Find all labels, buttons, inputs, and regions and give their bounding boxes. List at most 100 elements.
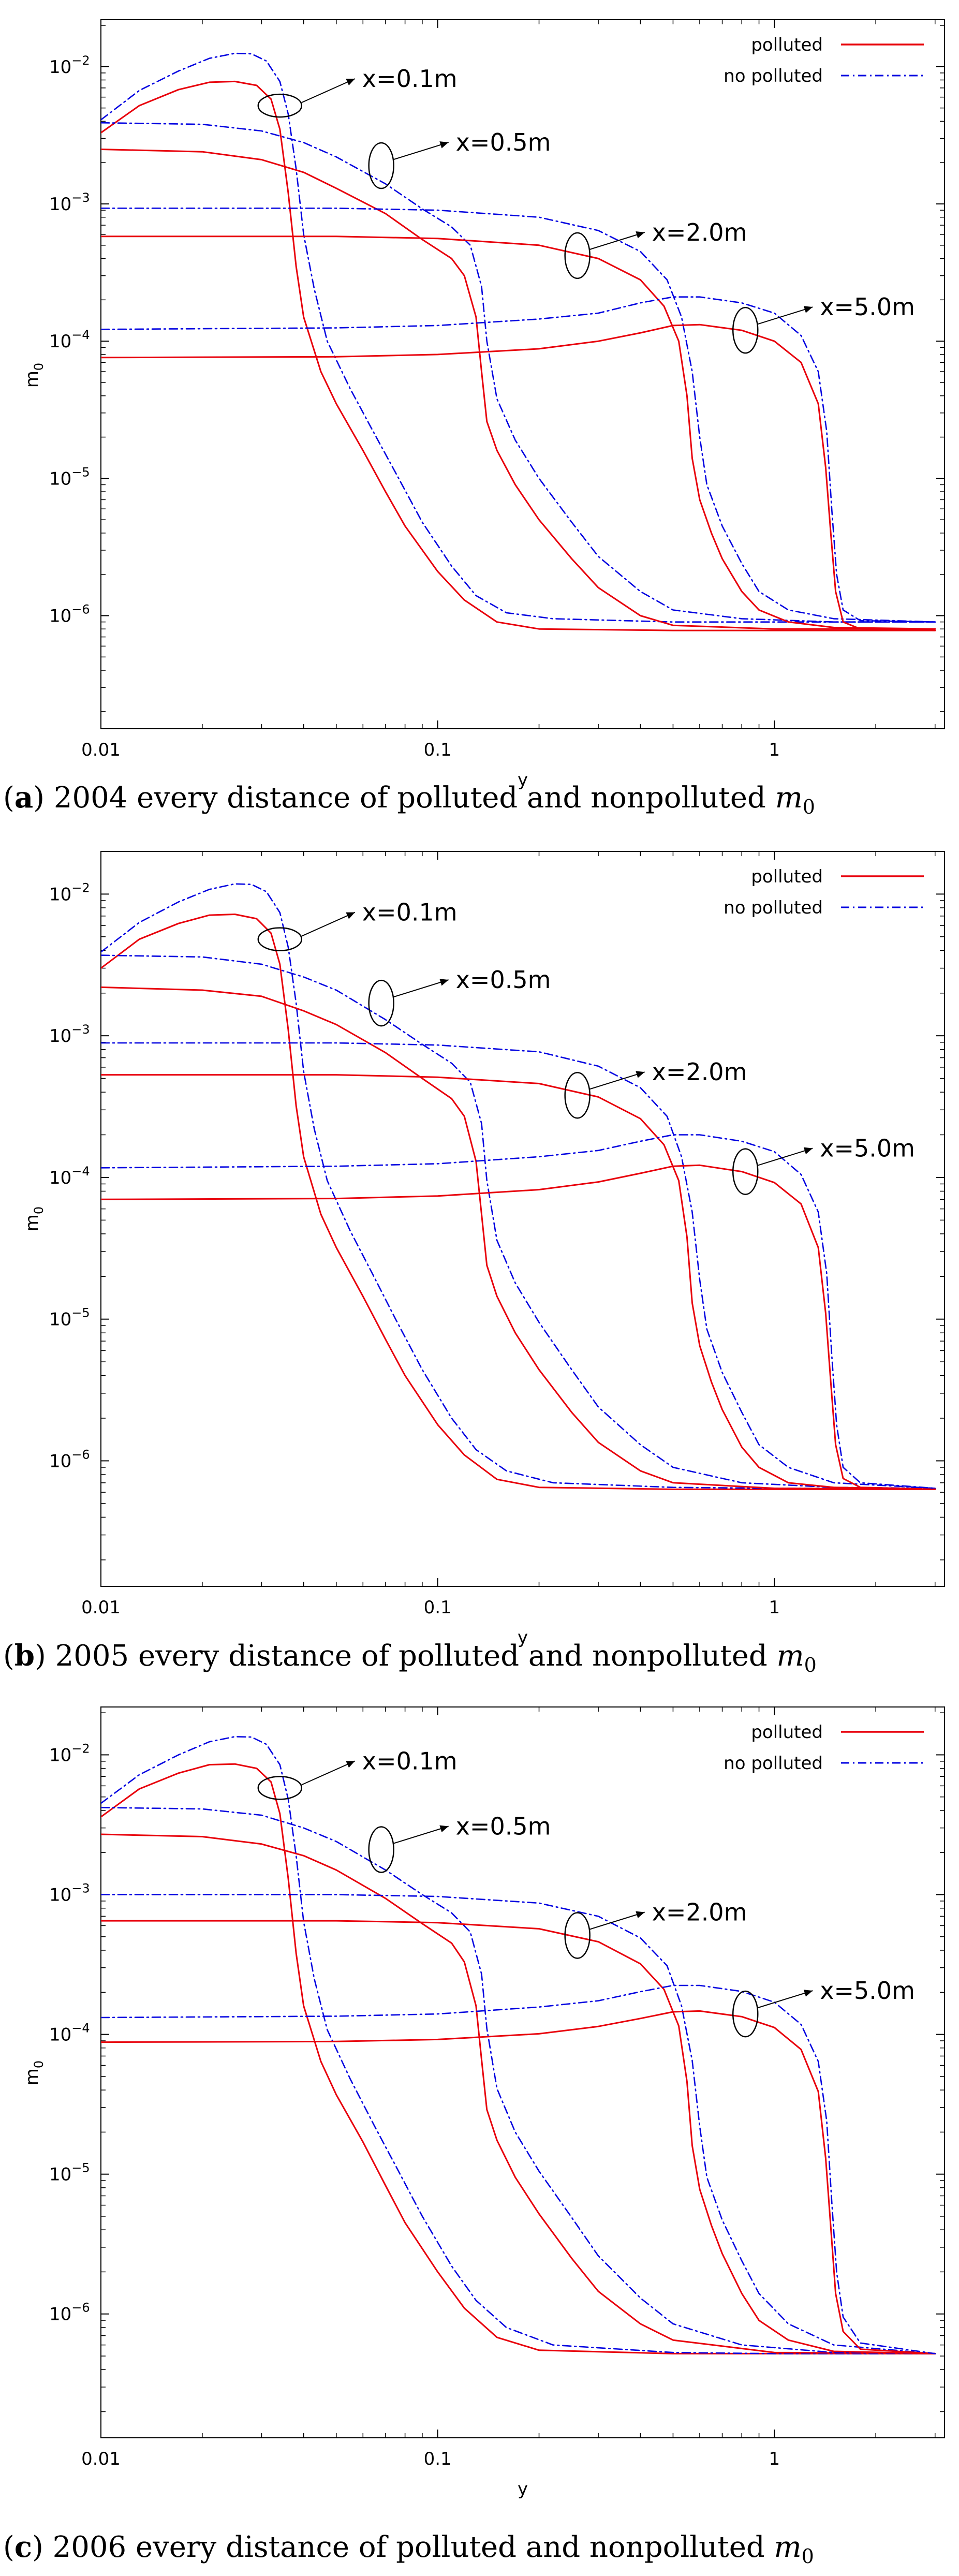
legend-label: polluted: [751, 1722, 823, 1743]
y-tick-exponent: −2: [71, 53, 90, 68]
annotation-label: x=2.0m: [652, 218, 747, 246]
y-tick-exponent: −5: [71, 465, 90, 479]
annotation-label: x=2.0m: [652, 1898, 747, 1926]
x-tick-label: 0.1: [424, 1597, 452, 1618]
annotation-arrowhead: [803, 306, 813, 313]
annotation-arrow: [301, 911, 356, 937]
y-tick-base: 10: [49, 1745, 71, 1765]
annotation-arrowhead: [636, 1071, 645, 1078]
y-tick-exponent: −5: [71, 1306, 90, 1320]
series-line-polluted-x-5.0m: [101, 1164, 936, 1490]
x-tick-label: 0.01: [81, 2449, 121, 2469]
annotation-label: x=5.0m: [820, 293, 915, 321]
annotation-arrowhead: [803, 1990, 813, 1997]
y-tick-label: 10−5: [49, 2161, 90, 2185]
legend-label: polluted: [751, 866, 823, 887]
annotation-arrow: [301, 78, 356, 104]
legend-label: no polluted: [724, 1753, 823, 1774]
panel-caption: (a) 2004 every distance of polluted and …: [3, 781, 815, 818]
annotation-arrowhead: [439, 141, 449, 149]
y-tick-exponent: −4: [71, 2021, 90, 2036]
annotation-ellipse: [257, 93, 303, 118]
chart-panel-a: 0.01 0.1 110−610−510−410−310−2ym0x=0.1mx=0…: [3, 19, 945, 818]
caption-subscript: 0: [804, 1654, 817, 1676]
legend: polluted no polluted: [724, 1722, 924, 1774]
caption-paren-open: (: [3, 781, 14, 815]
series-line-no-polluted-x-0.5m: [101, 954, 936, 1489]
y-tick-label: 10−3: [49, 1881, 90, 1906]
y-tick-base: 10: [49, 331, 71, 352]
y-tick-label: 10−5: [49, 465, 90, 489]
y-axis-label: m0: [22, 1206, 46, 1231]
annotation-label: x=0.1m: [362, 65, 458, 93]
caption-symbol: m: [774, 2530, 802, 2564]
series-line-polluted-x-0.5m: [101, 149, 936, 630]
y-tick-base: 10: [49, 1885, 71, 1906]
panel-caption: (b) 2005 every distance of polluted and …: [3, 1639, 817, 1676]
annotation-arrow: [589, 231, 645, 250]
caption-subscript: 0: [803, 796, 815, 818]
y-tick-label: 10−2: [49, 53, 90, 78]
y-tick-base: 10: [49, 1451, 71, 1471]
y-tick-exponent: −3: [71, 1881, 90, 1896]
x-tick-label: 1: [769, 1597, 780, 1618]
y-tick-base: 10: [49, 468, 71, 489]
series-line-no-polluted-x-2.0m: [101, 1894, 936, 2354]
y-axis-label-subscript: 0: [32, 1206, 46, 1214]
chart-panel-c: 0.01 0.1 110−610−510−410−310−2ym0x=0.1mx=0…: [3, 1706, 945, 2568]
x-axis-label: y: [518, 770, 528, 790]
annotation-ellipse: [732, 1990, 759, 2038]
x-tick-label: 1: [769, 2449, 780, 2469]
annotation-ellipse: [257, 927, 303, 951]
annotation-ellipse: [368, 1826, 394, 1873]
annotation-arrowhead: [636, 231, 645, 239]
series-line-polluted-x-5.0m: [101, 323, 936, 631]
series-line-polluted-x-2.0m: [101, 235, 936, 630]
annotation-arrowhead: [803, 1147, 813, 1155]
caption-symbol: m: [775, 781, 803, 815]
annotation-ellipse: [564, 1912, 591, 1959]
y-axis-label-main: m: [22, 2068, 42, 2085]
caption-paren-open: (: [3, 2530, 14, 2564]
annotation-arrow: [589, 1911, 645, 1930]
series-line-no-polluted-x-2.0m: [101, 1042, 936, 1489]
annotation-ellipse: [564, 232, 591, 279]
y-tick-base: 10: [49, 2304, 71, 2325]
series-line-no-polluted-x-0.1m: [101, 1736, 936, 2354]
legend: polluted no polluted: [724, 35, 924, 86]
series-line-no-polluted-x-5.0m: [101, 1984, 936, 2354]
y-tick-label: 10−2: [49, 1741, 90, 1765]
annotation-arrowhead: [346, 1761, 355, 1768]
series-line-no-polluted-x-5.0m: [101, 1134, 936, 1489]
y-tick-base: 10: [49, 57, 71, 78]
annotation-ellipse: [732, 1148, 759, 1195]
annotation-arrow: [393, 1826, 449, 1844]
caption-symbol: m: [777, 1639, 804, 1673]
x-tick-label: 0.01: [81, 740, 121, 760]
y-tick-label: 10−6: [49, 1447, 90, 1471]
annotation-label: x=5.0m: [820, 1135, 915, 1162]
caption-paren-close: ): [32, 2530, 53, 2564]
y-axis-label-subscript: 0: [32, 363, 46, 371]
plot-frame: [100, 19, 945, 729]
y-tick-base: 10: [49, 1309, 71, 1330]
series-line-polluted-x-0.1m: [101, 80, 936, 631]
annotation-label: x=0.5m: [456, 1813, 551, 1841]
series-line-polluted-x-0.5m: [101, 986, 936, 1490]
y-tick-base: 10: [49, 884, 71, 905]
y-tick-base: 10: [49, 2025, 71, 2045]
caption-text: 2005 every distance of polluted and nonp…: [55, 1639, 777, 1673]
y-tick-label: 10−4: [49, 328, 90, 352]
x-tick-label: 0.1: [424, 2449, 452, 2469]
y-tick-exponent: −5: [71, 2161, 90, 2175]
x-axis-label: y: [518, 2479, 528, 2499]
caption-text: 2006 every distance of polluted and nonp…: [53, 2530, 774, 2564]
annotation-ellipse: [564, 1071, 591, 1119]
caption-letter: c: [14, 2530, 32, 2564]
y-axis-label-main: m: [22, 1214, 42, 1231]
series-line-polluted-x-2.0m: [101, 1920, 936, 2354]
y-tick-label: 10−2: [49, 880, 90, 905]
y-tick-base: 10: [49, 606, 71, 627]
y-tick-label: 10−3: [49, 190, 90, 215]
y-tick-label: 10−4: [49, 1164, 90, 1188]
